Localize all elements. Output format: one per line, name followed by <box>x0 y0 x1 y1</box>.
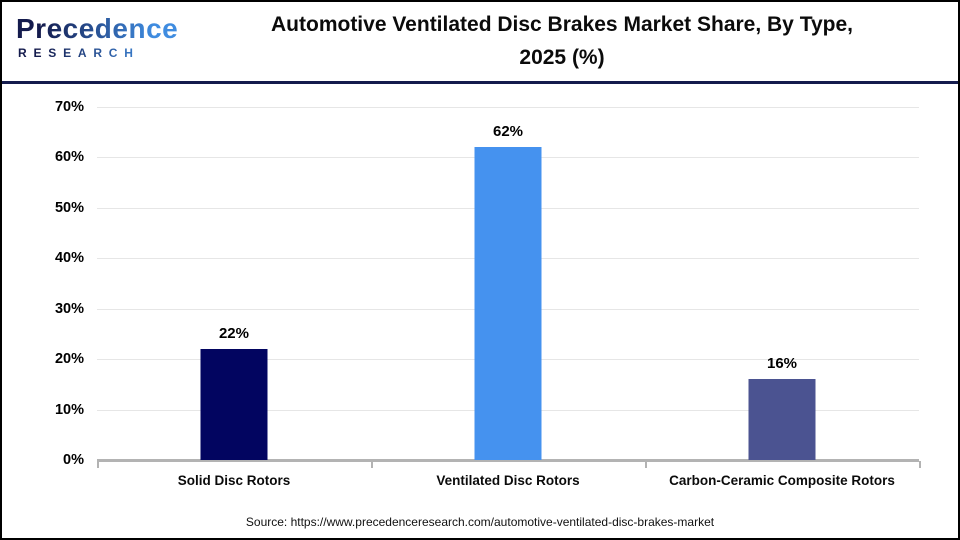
chart-title-line1: Automotive Ventilated Disc Brakes Market… <box>271 13 853 36</box>
y-axis-tick-label: 40% <box>54 250 84 267</box>
y-axis-tick-label: 60% <box>54 149 84 166</box>
y-axis-tick-label: 20% <box>54 351 84 368</box>
y-axis-tick-label: 10% <box>54 401 84 418</box>
bar-value-label: 22% <box>218 325 249 343</box>
y-axis-tick-label: 0% <box>63 452 84 468</box>
y-axis-tick-label: 70% <box>54 99 84 115</box>
y-axis-tick-label: 30% <box>54 300 84 317</box>
x-axis-tick <box>919 461 921 468</box>
gridline <box>97 107 919 108</box>
bar-value-label: 16% <box>766 355 798 373</box>
chart-title-line2: 2025 (%) <box>519 45 605 69</box>
y-axis-tick-label: 50% <box>54 199 84 216</box>
x-axis-tick <box>97 461 99 468</box>
brand-logo-wordmark: Precedence <box>16 13 179 44</box>
x-axis-category-label: Carbon-Ceramic Composite Rotors <box>669 473 895 488</box>
bar-chart-plot-area: 0% 10% 20% 30% 40% 50% 60% 70% 22% Solid Disc Rot… <box>55 99 921 488</box>
x-axis-tick <box>370 461 373 468</box>
bar-carbon-ceramic-composite-rotors <box>748 379 816 460</box>
brand-logo: Precedence RESEARCH <box>16 13 179 60</box>
header: Precedence RESEARCH Automotive Ventilate… <box>2 2 958 84</box>
bar-solid-disc-rotors <box>200 349 268 460</box>
x-axis-category-label: Solid Disc Rotors <box>177 473 291 488</box>
x-axis-category-label: Ventilated Disc Rotors <box>436 473 580 488</box>
brand-logo-subtitle: RESEARCH <box>18 47 178 59</box>
x-axis-line <box>97 459 919 462</box>
x-axis-tick <box>644 461 647 468</box>
bar-value-label: 62% <box>492 123 524 141</box>
bar-ventilated-disc-rotors <box>474 147 542 460</box>
chart-title: Automotive Ventilated Disc Brakes Market… <box>182 9 942 74</box>
source-note: Source: https://www.precedenceresearch.c… <box>245 515 715 529</box>
